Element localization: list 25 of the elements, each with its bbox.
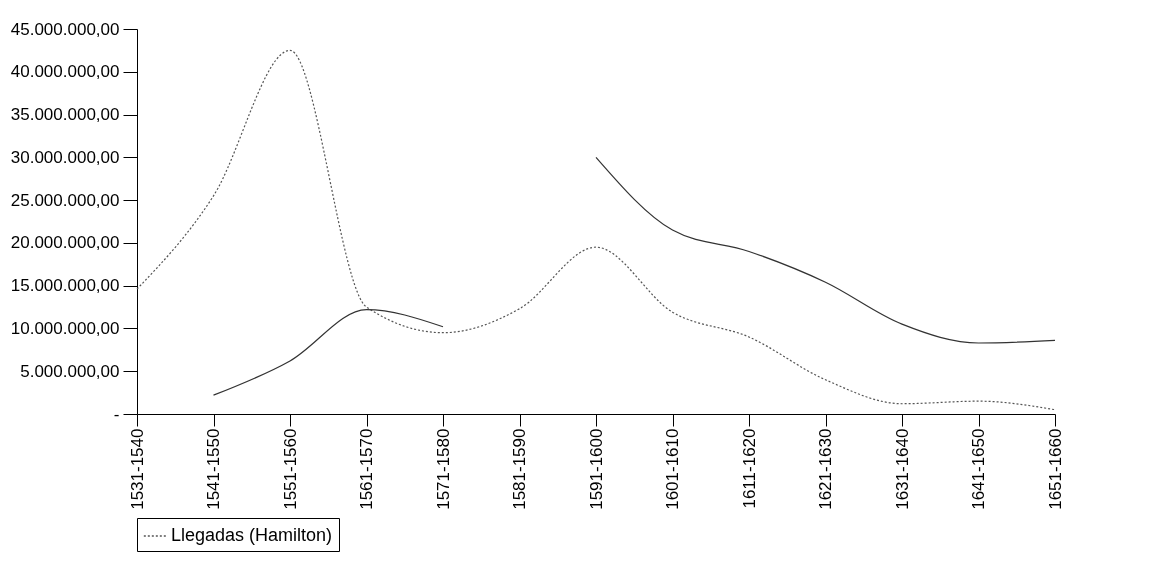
- x-tick-label: 1641-1650: [969, 428, 988, 510]
- x-tick-label: 1571-1580: [433, 428, 453, 510]
- x-tick-label: 1601-1610: [663, 428, 682, 510]
- y-tick-label: 5.000.000,00: [20, 361, 120, 381]
- x-tick-label: 1561-1570: [357, 428, 376, 510]
- y-tick-label: 15.000.000,00: [10, 276, 120, 296]
- y-tick-label: 10.000.000,00: [10, 318, 120, 338]
- y-tick-label: 30.000.000,00: [10, 147, 120, 167]
- x-tick-label: 1611-1620: [739, 428, 759, 509]
- y-tick-label: -: [113, 404, 120, 424]
- x-tick-label: 1541-1550: [204, 428, 223, 510]
- x-tick-label: 1651-1660: [1045, 428, 1065, 510]
- y-tick-label: 45.000.000,00: [10, 19, 120, 39]
- x-tick-label: 1621-1630: [816, 428, 835, 510]
- y-tick-label: 25.000.000,00: [10, 190, 120, 210]
- x-tick-label: 1551-1560: [280, 428, 300, 510]
- line-series: [136, 49, 1056, 411]
- y-tick-label: 20.000.000,00: [10, 233, 120, 253]
- x-tick-label: 1581-1590: [510, 428, 529, 510]
- x-tick-label: 1591-1600: [586, 428, 606, 510]
- legend-label: Llegadas (Hamilton): [171, 525, 333, 545]
- y-tick-label: 40.000.000,00: [10, 62, 120, 82]
- y-tick-label: 35.000.000,00: [10, 105, 120, 125]
- x-tick-label: 1631-1640: [892, 428, 912, 510]
- x-tick-label: 1531-1540: [127, 428, 147, 510]
